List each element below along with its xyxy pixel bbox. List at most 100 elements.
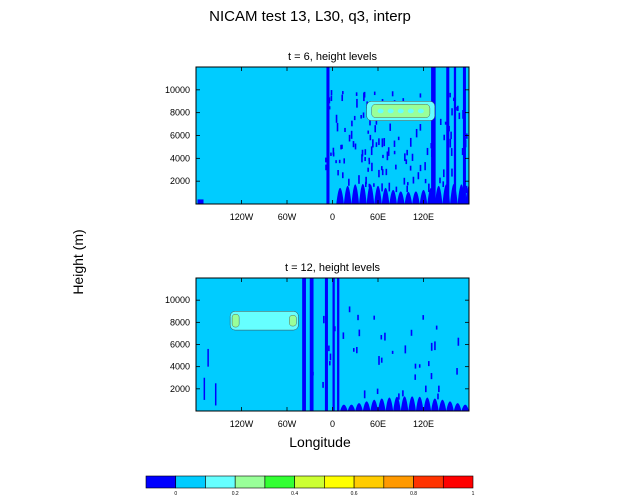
speckle-36 <box>356 346 358 354</box>
speckle-131 <box>430 150 433 158</box>
speckle-56 <box>444 121 447 125</box>
wave-lobe-2 <box>351 184 360 204</box>
speckle-21 <box>430 342 433 351</box>
speckle-105 <box>462 110 464 119</box>
speckle-11 <box>330 90 333 96</box>
wave-lobe-16 <box>461 404 469 411</box>
speckle-27 <box>352 348 355 352</box>
speckle-112 <box>335 160 337 164</box>
speckle-125 <box>417 172 420 180</box>
speckle-69 <box>465 185 468 193</box>
speckle-48 <box>448 125 450 132</box>
speckle-98 <box>352 141 355 148</box>
speckle-13 <box>364 149 367 155</box>
speckle-27 <box>355 92 358 96</box>
colorbar-label: 0 <box>174 491 177 496</box>
speckle-107 <box>449 92 451 98</box>
speckle-103 <box>361 149 364 157</box>
speckle-10 <box>363 390 366 399</box>
speckle-42 <box>328 106 331 110</box>
speckle-134 <box>361 154 363 163</box>
speckle-93 <box>367 167 369 172</box>
speckle-34 <box>348 306 351 313</box>
colorbar-box-5 <box>294 475 325 489</box>
speckle-0 <box>453 97 455 102</box>
speckle-21 <box>374 125 377 133</box>
speckle-139 <box>382 154 384 159</box>
speckle-35 <box>360 115 362 119</box>
wave-lobe-16 <box>457 184 466 204</box>
speckle-129 <box>363 91 366 98</box>
speckle-38 <box>435 325 438 330</box>
speckle-7 <box>391 350 394 354</box>
speckle-82 <box>450 131 452 140</box>
speckle-24 <box>330 95 333 102</box>
speckle-43 <box>327 173 330 179</box>
background-field <box>196 67 469 204</box>
x-tick-label: 120E <box>413 212 434 222</box>
speckle-76 <box>350 130 353 139</box>
speckle-17 <box>438 385 440 393</box>
speckle-13 <box>457 337 460 346</box>
speckle-26 <box>434 341 436 351</box>
speckle-127 <box>327 153 329 158</box>
speckle-18 <box>451 108 453 116</box>
wave-lobe-9 <box>404 191 413 204</box>
speckle-81 <box>368 160 371 165</box>
speckle-39 <box>426 147 429 156</box>
y-tick-label: 4000 <box>170 362 190 372</box>
x-axis-label: Longitude <box>289 434 351 450</box>
speckle-110 <box>403 177 406 185</box>
speckle-124 <box>378 169 380 178</box>
wave-lobe-6 <box>385 397 394 411</box>
speckle-85 <box>405 159 408 165</box>
stripe-0 <box>302 278 306 411</box>
x-tick-label: 60W <box>278 212 297 222</box>
colorbar-label: 0.8 <box>410 491 417 496</box>
speckle-97 <box>340 144 342 150</box>
speckle-102 <box>406 182 409 186</box>
speckle-4 <box>381 169 384 176</box>
speckle-86 <box>397 136 400 141</box>
speckle-23 <box>369 134 372 141</box>
speckle-5 <box>422 315 425 320</box>
speckle-92 <box>381 183 383 192</box>
speckle-37 <box>330 152 332 156</box>
colorbar-box-8 <box>383 475 414 489</box>
panel-title: t = 12, height levels <box>285 262 381 274</box>
wave-lobe-8 <box>400 396 409 411</box>
corner-blob <box>197 199 204 204</box>
colorbar-box-0 <box>145 475 177 489</box>
speckle-25 <box>443 134 445 141</box>
speckle-16 <box>380 357 383 363</box>
speckle-38 <box>386 151 389 161</box>
speckle-26 <box>335 114 338 123</box>
speckle-30 <box>342 91 344 95</box>
colorbar-label: 0.4 <box>291 491 298 496</box>
speckle-22 <box>384 332 386 341</box>
speckle-7 <box>451 168 453 177</box>
speckle-111 <box>419 93 422 98</box>
speckle-62 <box>344 127 346 133</box>
tracer-hole-2 <box>397 108 404 114</box>
speckle-138 <box>367 130 370 134</box>
wave-lobe-17 <box>465 185 469 204</box>
colorbar-box-9 <box>413 475 444 489</box>
speckle-96 <box>395 186 398 193</box>
speckle-58 <box>412 176 415 184</box>
speckle-95 <box>458 112 461 120</box>
speckle-11 <box>437 393 439 400</box>
speckle-28 <box>419 124 422 131</box>
speckle-20 <box>364 157 366 162</box>
plot-area <box>196 278 469 411</box>
tracer-hole-4 <box>417 108 424 114</box>
stripe-3 <box>332 278 335 411</box>
speckle-70 <box>383 138 386 147</box>
y-tick-label: 2000 <box>170 176 190 186</box>
speckle-113 <box>354 143 357 150</box>
speckle-64 <box>404 153 406 162</box>
plot-area <box>196 67 469 204</box>
speckle-18 <box>402 390 404 397</box>
speckle-72 <box>373 91 376 96</box>
wave-lobe-3 <box>362 401 371 411</box>
